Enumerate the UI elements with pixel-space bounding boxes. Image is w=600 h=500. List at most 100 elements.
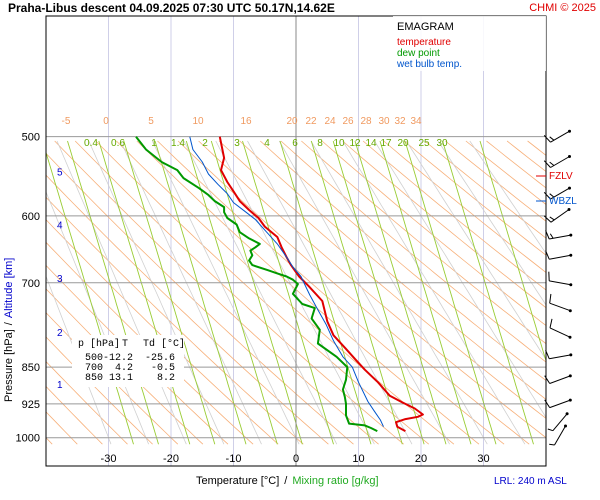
dry-adiabat	[157, 140, 505, 445]
dry-adiabat-labels: -5 0 5 10 16 20 22 24 26 28 30 32 34	[62, 116, 422, 127]
temperature-tick: 30	[477, 453, 489, 465]
dry-adiabat	[177, 140, 530, 445]
mixing-ratio-line	[479, 140, 546, 363]
mixing-ratio-labels: 0.4 0.6 1 1.4 2 3 4 6 8 10 12 14 17 20 25 30	[84, 138, 448, 149]
pressure-tick: 925	[22, 399, 40, 411]
table-cell: -0.5	[151, 363, 175, 374]
wind-barb	[549, 293, 572, 313]
dry-adiabat-label: 5	[148, 116, 154, 127]
dry-adiabat	[54, 140, 379, 445]
legend-title: EMAGRAM	[397, 21, 454, 33]
dry-adiabat-label: 10	[192, 116, 204, 127]
legend: EMAGRAM temperature dew point wet bulb t…	[393, 16, 546, 71]
dry-adiabat-label: 0	[103, 116, 109, 127]
mixing-ratio-line	[332, 140, 425, 445]
dry-adiabat-label: 20	[286, 116, 298, 127]
wind-barb	[545, 250, 573, 260]
data-table: p [hPa] T Td [°C] 500 -12.2 -25.6 700 4.2 -0.…	[72, 335, 185, 387]
profile-dew-point	[135, 136, 378, 432]
table-header-t: T	[122, 339, 128, 350]
dry-adiabat	[342, 140, 546, 309]
dry-adiabat	[46, 219, 279, 445]
wind-barb	[549, 318, 572, 339]
altitude-tick: 1	[57, 380, 63, 391]
dry-adiabat-label: 22	[305, 116, 317, 127]
dry-adiabat	[445, 140, 546, 222]
wind-barb	[545, 230, 573, 240]
mixing-ratio-line	[185, 140, 278, 445]
mixing-ratio-line	[354, 140, 447, 445]
temperature-axis-label: Temperature [°C]	[196, 475, 279, 487]
mixing-ratio-label: 17	[380, 138, 392, 149]
moist-adiabat	[405, 140, 546, 361]
pressure-tick-labels: 500 600 700 850 925 1000	[16, 132, 40, 445]
profile-wet-bulb-temp	[189, 136, 384, 427]
dry-adiabat	[403, 140, 546, 256]
dry-adiabat	[74, 140, 404, 445]
dry-adiabat-label: 32	[394, 116, 406, 127]
plot-frame	[45, 15, 547, 467]
dry-adiabat	[46, 196, 304, 445]
dry-adiabat	[46, 288, 204, 445]
table-cell: 4.2	[115, 363, 133, 374]
dry-adiabat	[424, 140, 546, 239]
dry-adiabat	[95, 140, 430, 445]
dry-adiabat	[362, 140, 546, 291]
fzlv-label: FZLV	[549, 171, 573, 182]
legend-item-wet-bulb: wet bulb temp.	[396, 59, 462, 70]
moist-adiabat	[342, 140, 526, 445]
dry-adiabat-label: 30	[378, 116, 390, 127]
mixing-ratio-line	[123, 140, 216, 445]
wind-barb	[543, 208, 571, 223]
y-axis-title: Pressure [hPa] / Altitude [km]	[3, 258, 15, 402]
mixing-ratio-label: 0.6	[111, 138, 125, 149]
table-header-p: p [hPa]	[78, 338, 120, 350]
moist-adiabat	[247, 140, 413, 445]
moist-adiabat	[374, 140, 546, 419]
altitude-tick: 5	[57, 168, 63, 179]
mixing-ratio-line	[442, 140, 534, 445]
x-axis-separator: /	[284, 475, 288, 487]
svg-text:Pressure [hPa]/Altitude [km]: Pressure [hPa] / Altitude [km]	[3, 258, 15, 402]
mixing-ratio-label: 0.4	[84, 138, 98, 149]
pressure-tick: 700	[22, 278, 40, 290]
mixing-ratio-label: 8	[317, 138, 323, 149]
table-header-td: Td [°C]	[143, 338, 185, 350]
pressure-tick: 600	[22, 211, 40, 223]
wbzl-marker: WBZL	[536, 196, 577, 207]
lrl-label: LRL: 240 m ASL	[494, 476, 567, 487]
wind-barb	[549, 424, 567, 446]
altitude-axis-label: Altitude [km]	[3, 258, 15, 319]
mixing-ratio-label: 2	[202, 138, 208, 149]
mixing-ratio-label: 10	[333, 138, 345, 149]
temperature-tick: 0	[293, 453, 299, 465]
profile-lines	[135, 136, 424, 432]
legend-item-temperature: temperature	[397, 37, 451, 48]
dry-adiabat	[301, 140, 546, 345]
wind-barb	[543, 186, 571, 200]
moist-adiabat	[46, 275, 112, 445]
temperature-tick: -10	[226, 453, 242, 465]
dry-adiabat	[218, 140, 546, 419]
wind-barb	[548, 271, 573, 287]
chart-title: Praha-Libus descent 04.09.2025 07:30 UTC…	[8, 1, 335, 15]
axis-separator: /	[3, 321, 15, 325]
mixing-ratio-label: 6	[292, 138, 298, 149]
mixing-ratio-label: 25	[418, 138, 430, 149]
table-cell: 850	[85, 373, 103, 384]
dry-adiabat-label: 28	[360, 116, 372, 127]
temperature-tick-labels: -30 -20 -10 0 10 20 30	[101, 453, 490, 465]
dry-adiabat	[136, 140, 480, 445]
moist-adiabat	[183, 140, 338, 445]
table-cell: 700	[85, 363, 103, 374]
mixing-ratio-line	[67, 140, 159, 445]
moist-adiabat	[56, 140, 187, 445]
dry-adiabat	[239, 140, 546, 400]
altitude-tick: 3	[57, 274, 63, 285]
moist-adiabat	[46, 190, 149, 445]
wind-barb	[543, 129, 571, 143]
pressure-axis-label: Pressure [hPa]	[3, 329, 15, 402]
mixing-ratio-label: 14	[365, 138, 377, 149]
wind-barbs	[543, 129, 573, 446]
